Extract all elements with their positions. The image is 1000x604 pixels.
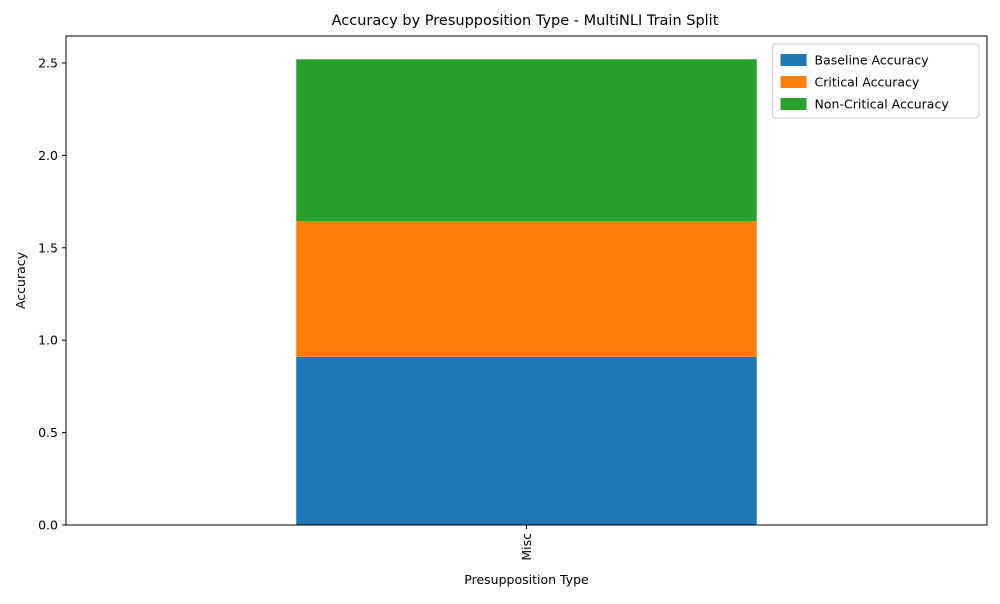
legend-label: Critical Accuracy [815,75,920,90]
bar-stack [296,59,757,525]
legend-box [772,43,980,119]
bar-non-critical-accuracy [296,59,757,221]
y-tick-label: 1.0 [38,333,58,348]
y-tick-label: 2.0 [38,148,58,163]
y-axis: 0.0 0.5 1.0 1.5 2.0 2.5 [38,55,66,533]
legend-swatch [780,98,807,110]
legend-label: Baseline Accuracy [815,53,930,68]
y-axis-label: Accuracy [13,251,28,309]
y-tick-label: 1.5 [38,240,58,255]
bar-critical-accuracy [296,220,757,357]
x-axis-label: Presupposition Type [464,572,589,587]
legend: Baseline Accuracy Critical Accuracy Non-Cr… [772,43,980,119]
legend-label: Non-Critical Accuracy [815,97,950,112]
legend-swatch [780,76,807,88]
legend-swatch [780,54,807,66]
y-tick-label: 0.0 [38,518,58,533]
bar-baseline-accuracy [296,356,757,525]
x-tick-label: Misc [519,533,534,561]
x-axis: Misc [519,525,534,561]
y-tick-label: 2.5 [38,55,58,70]
chart-title: Accuracy by Presupposition Type - MultiN… [332,13,719,29]
y-tick-label: 0.5 [38,425,58,440]
